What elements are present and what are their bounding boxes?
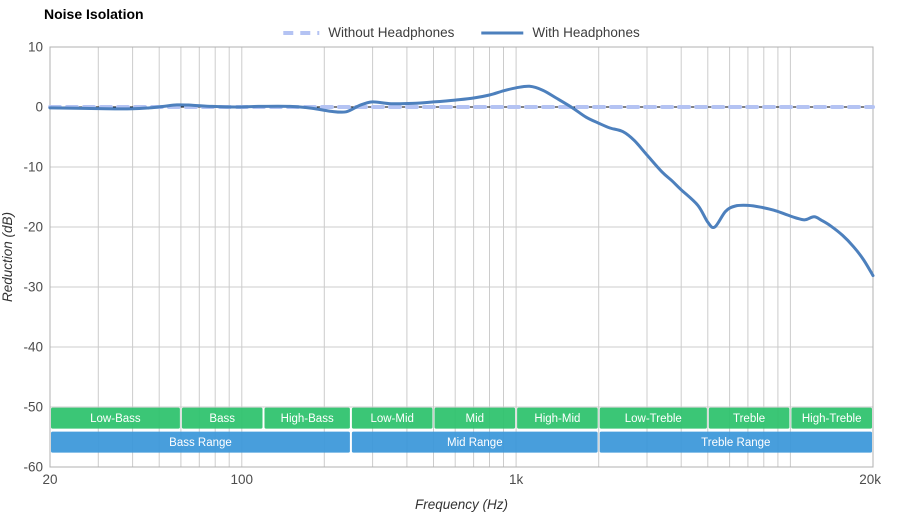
- y-tick-label: -40: [23, 340, 43, 355]
- y-tick-label: -50: [23, 400, 43, 415]
- band-label: Treble Range: [701, 437, 770, 449]
- band-mid-range: [351, 431, 598, 453]
- band-label: Mid Range: [447, 437, 503, 449]
- band-low-mid: [351, 407, 433, 429]
- y-axis-title: Reduction (dB): [0, 212, 15, 302]
- chart-legend: Without Headphones With Headphones: [282, 25, 640, 40]
- band-bass: [181, 407, 263, 429]
- band-bass-range: [51, 431, 350, 453]
- y-tick-label: 0: [35, 100, 43, 115]
- band-high-bass: [264, 407, 350, 429]
- legend-item-with-headphones[interactable]: With Headphones: [480, 25, 640, 40]
- band-low-treble: [599, 407, 707, 429]
- band-label: Low-Mid: [370, 413, 413, 425]
- x-tick-label: 20k: [859, 472, 881, 487]
- x-tick-label: 1k: [509, 472, 524, 487]
- band-mid: [434, 407, 516, 429]
- legend-dashed-line-icon: [283, 30, 320, 35]
- x-axis-title: Frequency (Hz): [415, 497, 508, 512]
- band-treble-range: [599, 431, 872, 453]
- legend-item-without-headphones[interactable]: Without Headphones: [282, 25, 454, 40]
- band-label: High-Mid: [534, 413, 580, 425]
- band-label: Bass: [209, 413, 235, 425]
- band-label: High-Treble: [802, 413, 862, 425]
- band-label: High-Bass: [281, 413, 334, 425]
- band-label: Low-Treble: [625, 413, 682, 425]
- legend-label-without-headphones: Without Headphones: [328, 25, 455, 40]
- series-with-headphones: [48, 84, 875, 278]
- legend-solid-line-icon: [481, 31, 524, 34]
- band-high-treble: [791, 407, 872, 429]
- y-tick-label: -30: [23, 280, 43, 295]
- chart-title: Noise Isolation: [44, 6, 144, 22]
- y-tick-label: -20: [23, 220, 43, 235]
- legend-label-with-headphones: With Headphones: [532, 25, 640, 40]
- band-label: Low-Bass: [90, 413, 141, 425]
- x-tick-label: 20: [42, 472, 57, 487]
- y-tick-label: -10: [23, 160, 43, 175]
- plot-border: [49, 46, 874, 468]
- band-label: Treble: [733, 413, 765, 425]
- band-treble: [708, 407, 790, 429]
- band-high-mid: [517, 407, 598, 429]
- y-tick-label: -60: [23, 460, 43, 475]
- band-low-bass: [51, 407, 180, 429]
- band-label: Mid: [466, 413, 485, 425]
- x-tick-label: 100: [231, 472, 254, 487]
- band-label: Bass Range: [169, 437, 232, 449]
- y-tick-label: 10: [28, 40, 43, 55]
